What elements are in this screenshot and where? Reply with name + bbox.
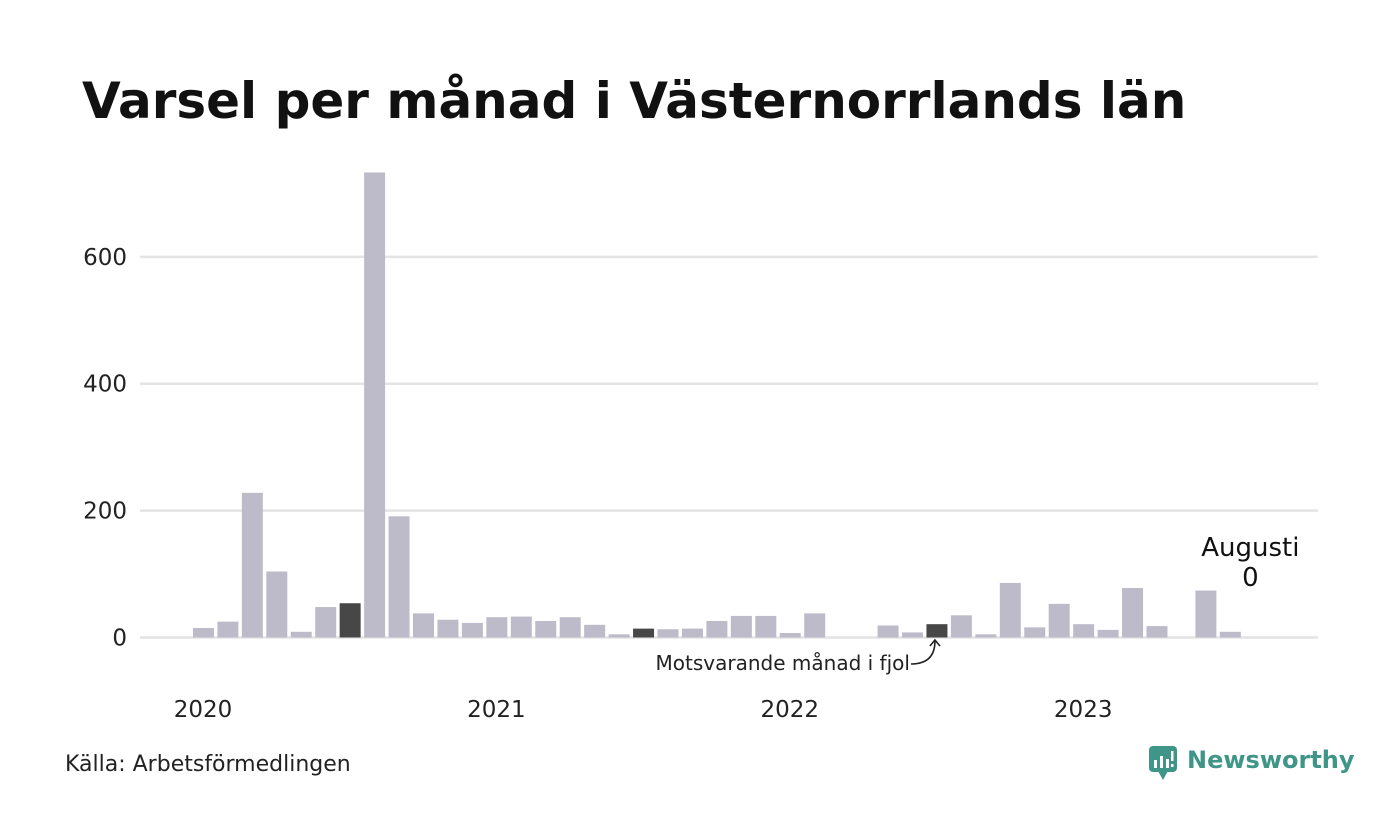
bar [1219,631,1241,638]
bar [315,607,337,638]
bar [1024,627,1046,638]
bar [1073,624,1095,638]
annotation-label: Motsvarande månad i fjol [656,651,910,675]
bar [217,621,239,638]
bar [1195,590,1217,638]
bar [657,629,679,638]
annotation-arrowhead [929,638,941,647]
bar [461,622,483,638]
bar [413,613,434,638]
bar [388,516,410,638]
annotation-arrow [910,640,936,665]
bar [1048,603,1070,638]
bar-highlighted [339,603,361,638]
bar [1097,629,1119,638]
last-month-label: Augusti [1201,533,1299,563]
bar [486,617,508,638]
bar [437,619,459,638]
axis-labels: 0 200 400 600 2020 2021 2022 2023 [83,245,1112,723]
x-year-label: 2023 [1054,697,1113,723]
bar [975,634,997,638]
bar [902,632,923,638]
bar-highlighted [633,628,655,638]
bar [999,582,1021,638]
bar [608,634,630,638]
bar [535,621,557,638]
last-month-value: 0 [1242,563,1259,593]
bar [266,571,288,638]
bar [730,615,752,638]
gridlines [140,255,1318,639]
y-tick-label: 200 [83,499,127,525]
y-tick-label: 600 [83,245,127,271]
x-year-label: 2020 [174,697,233,723]
chart-title: Varsel per månad i Västernorrlands län [82,72,1186,130]
bar [681,628,703,638]
bar [804,613,826,638]
bar [706,621,728,638]
bar [779,633,801,638]
bar [1122,588,1144,638]
bar [755,615,777,638]
newsworthy-logo-icon [1149,746,1177,780]
brand-logo[interactable]: Newsworthy [1149,746,1355,780]
bar [241,492,263,638]
bar [192,627,214,638]
x-year-label: 2021 [467,697,526,723]
bar [1146,626,1168,638]
y-tick-label: 0 [112,626,127,652]
bar [950,615,972,638]
bar [290,631,312,638]
y-tick-label: 400 [83,372,127,398]
bar-highlighted [926,624,948,638]
bar [584,624,606,638]
bar [510,616,532,638]
bar [877,625,899,638]
bar [364,172,386,638]
source-label: Källa: Arbetsförmedlingen [65,752,351,777]
brand-name: Newsworthy [1187,746,1355,774]
x-year-label: 2022 [761,697,820,723]
bars [192,172,1241,638]
bar [559,617,581,638]
